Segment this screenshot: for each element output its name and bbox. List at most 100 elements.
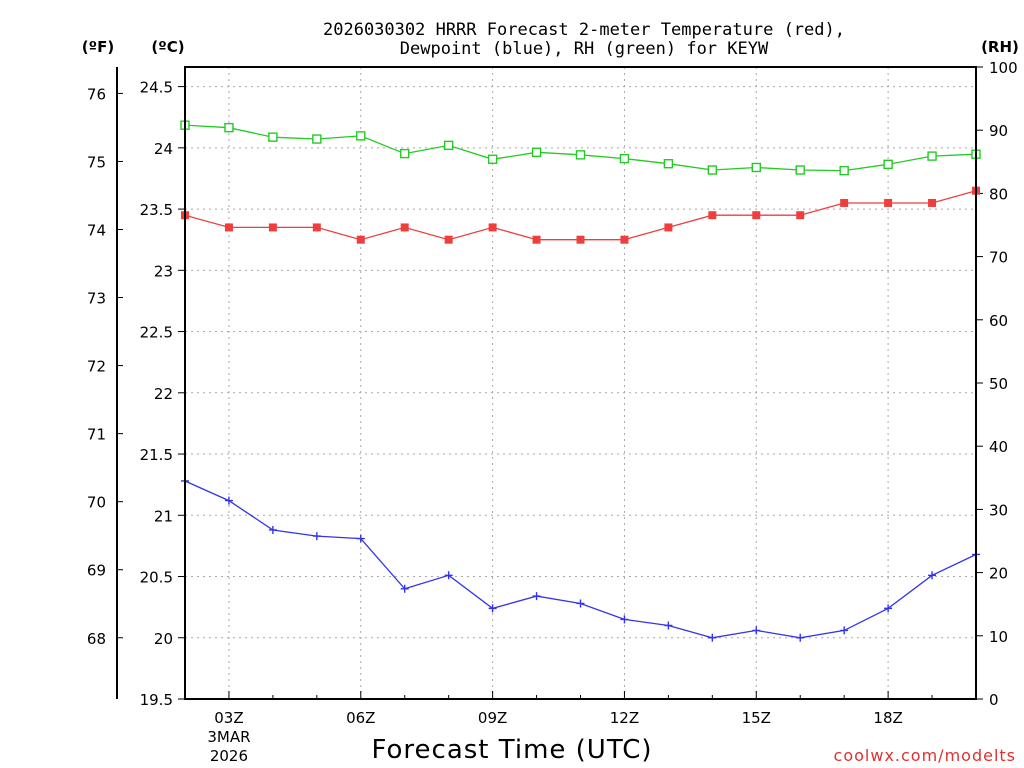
- temperature-point: [400, 223, 409, 232]
- x-tick-label: 18Z: [873, 709, 902, 727]
- celsius-unit-label: (ºC): [151, 38, 184, 56]
- x-axis-title: Forecast Time (UTC): [371, 735, 652, 765]
- temperature-point: [796, 211, 805, 220]
- celsius-tick-label: 23: [154, 262, 173, 280]
- rh-point: [443, 140, 454, 151]
- temperature-point: [884, 198, 893, 207]
- celsius-tick-label: 20: [154, 630, 173, 648]
- celsius-tick-label: 21: [154, 507, 173, 525]
- rh-point: [575, 150, 586, 160]
- dewpoint-point: [532, 592, 541, 601]
- temperature-point: [356, 235, 365, 244]
- rh-point: [268, 132, 278, 142]
- temperature-line: [184, 190, 977, 241]
- rh-point: [707, 165, 718, 175]
- rh-unit-label: (RH): [981, 38, 1019, 56]
- temperature-point: [576, 235, 585, 244]
- dewpoint-point: [356, 534, 365, 543]
- dewpoint-point: [620, 615, 629, 624]
- fahrenheit-tick-label: 68: [87, 630, 106, 648]
- celsius-tick-label: 24.5: [140, 79, 173, 97]
- fahrenheit-tick-label: 76: [87, 85, 106, 103]
- fahrenheit-tick-label: 74: [87, 221, 106, 239]
- celsius-tick-label: 24: [154, 140, 173, 158]
- x-year-label: 2026: [210, 747, 248, 765]
- dewpoint-point: [664, 621, 673, 630]
- dewpoint-point: [884, 604, 893, 613]
- temperature-point: [488, 223, 497, 232]
- rh-tick-label: 80: [989, 185, 1008, 203]
- temperature-point: [928, 198, 937, 207]
- fahrenheit-unit-label: (ºF): [82, 38, 114, 56]
- temperature-point: [312, 223, 321, 232]
- rh-tick-label: 90: [989, 122, 1008, 140]
- temperature-point: [224, 223, 233, 232]
- rh-point: [312, 134, 322, 144]
- series-layer: [180, 120, 981, 642]
- dewpoint-point: [224, 496, 233, 505]
- rh-point: [400, 148, 410, 159]
- fahrenheit-tick-label: 69: [87, 562, 106, 580]
- credit-text: coolwx.com/modelts: [834, 746, 1016, 765]
- dewpoint-point: [268, 525, 277, 534]
- rh-point: [883, 159, 893, 170]
- rh-point: [751, 162, 761, 173]
- dewpoint-point: [444, 571, 453, 580]
- x-tick-label: 09Z: [478, 709, 507, 727]
- celsius-tick-label: 21.5: [140, 446, 173, 464]
- fahrenheit-tick-label: 75: [87, 153, 106, 171]
- temperature-point: [708, 211, 717, 220]
- rh-point: [224, 122, 234, 133]
- rh-tick-label: 100: [989, 59, 1018, 77]
- rh-tick-label: 0: [989, 691, 999, 709]
- celsius-axis: 19.5 20 20.5 21 21.5 22 22.5 23 23.5 24 24.5: [140, 79, 185, 709]
- rh-tick-label: 40: [989, 438, 1008, 456]
- dewpoint-point: [752, 626, 761, 635]
- plot-frame: [184, 66, 977, 700]
- rh-tick-label: 30: [989, 501, 1008, 519]
- celsius-tick-label: 22: [154, 385, 173, 403]
- x-tick-label: 06Z: [346, 709, 375, 727]
- celsius-tick-label: 19.5: [140, 691, 173, 709]
- rh-point: [927, 151, 937, 161]
- rh-point: [356, 131, 366, 141]
- fahrenheit-axis: 68 69 70 71 72 73 74 75 76: [87, 67, 123, 699]
- temperature-point: [620, 235, 629, 244]
- dewpoint-point: [576, 599, 585, 608]
- dewpoint-point: [488, 604, 497, 613]
- fahrenheit-tick-label: 70: [87, 494, 106, 512]
- celsius-tick-label: 22.5: [140, 324, 173, 342]
- dewpoint-point: [400, 584, 409, 593]
- rh-tick-label: 50: [989, 375, 1008, 393]
- temperature-point: [444, 235, 453, 244]
- rh-point: [663, 158, 674, 169]
- rh-tick-label: 70: [989, 249, 1008, 267]
- dewpoint-point: [928, 571, 937, 580]
- temperature-point: [664, 223, 673, 232]
- rh-point: [487, 154, 498, 164]
- rh-point: [839, 165, 849, 176]
- rh-tick-label: 20: [989, 565, 1008, 583]
- chart-title-line1: 2026030302 HRRR Forecast 2-meter Tempera…: [323, 20, 845, 40]
- dewpoint-point: [312, 532, 321, 541]
- x-date-label: 3MAR: [207, 728, 250, 746]
- fahrenheit-tick-label: 71: [87, 426, 106, 444]
- temperature-point: [752, 211, 761, 220]
- celsius-tick-label: 23.5: [140, 201, 173, 219]
- dewpoint-point: [840, 626, 849, 635]
- dewpoint-point: [796, 633, 805, 642]
- temperature-point: [268, 223, 277, 232]
- dewpoint-line: [184, 480, 977, 639]
- rh-point: [619, 153, 630, 164]
- x-tick-label: 15Z: [742, 709, 771, 727]
- fahrenheit-tick-label: 72: [87, 358, 106, 376]
- chart-title-line2: Dewpoint (blue), RH (green) for KEYW: [400, 39, 769, 59]
- celsius-tick-label: 20.5: [140, 569, 173, 587]
- rh-point: [531, 147, 542, 158]
- rh-axis: 0 10 20 30 40 50 60 70 80 90 100: [976, 59, 1018, 709]
- dewpoint-point: [708, 633, 717, 642]
- rh-point: [795, 165, 805, 175]
- fahrenheit-tick-label: 73: [87, 290, 106, 308]
